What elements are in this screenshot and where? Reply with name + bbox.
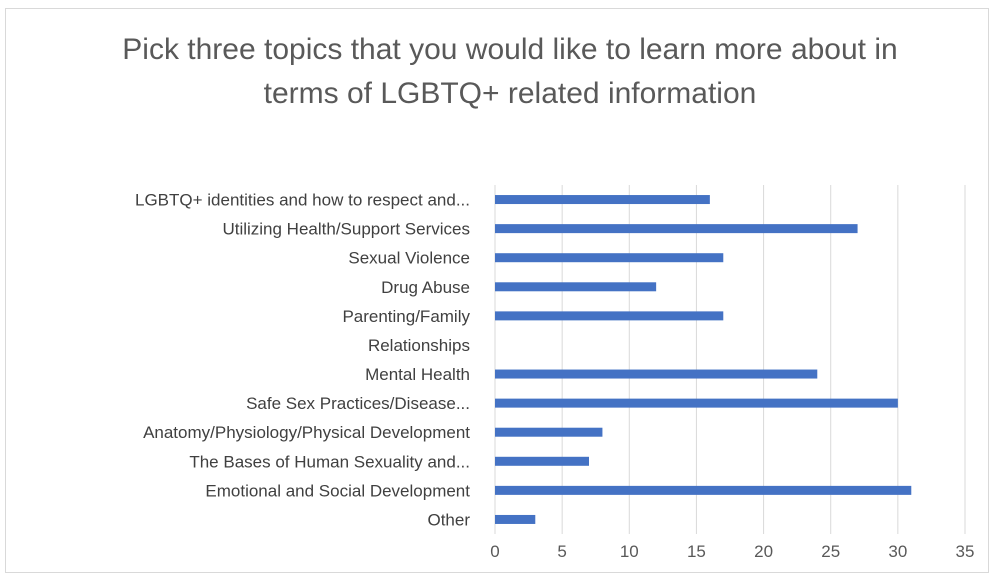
category-label: LGBTQ+ identities and how to respect and… (135, 191, 470, 210)
x-tick-label: 5 (557, 542, 566, 561)
category-label: Emotional and Social Development (205, 481, 470, 500)
bar (495, 398, 898, 408)
category-label: Other (427, 510, 470, 529)
bar (495, 369, 818, 379)
bar (495, 485, 912, 495)
x-tick-label: 0 (490, 542, 499, 561)
x-tick-label: 25 (821, 542, 840, 561)
gridlines (494, 185, 966, 534)
bar (495, 253, 724, 263)
chart-title: Pick three topics that you would like to… (122, 33, 898, 110)
x-tick-label: 30 (888, 542, 907, 561)
bar (495, 311, 724, 321)
category-label: Drug Abuse (381, 278, 470, 297)
category-label: Relationships (368, 336, 470, 355)
bar (495, 456, 589, 466)
bar (495, 282, 657, 292)
bars (495, 195, 912, 524)
category-label: Anatomy/Physiology/Physical Development (143, 423, 470, 442)
x-tick-label: 35 (956, 542, 975, 561)
bar (495, 224, 858, 234)
category-label: Mental Health (365, 365, 470, 384)
x-tick-labels: 0 5 10 15 20 25 30 35 (490, 542, 974, 561)
category-label: Safe Sex Practices/Disease... (246, 394, 470, 413)
x-tick-label: 15 (687, 542, 706, 561)
category-label: Utilizing Health/Support Services (222, 220, 470, 239)
bar (495, 427, 603, 437)
category-label: The Bases of Human Sexuality and... (189, 452, 470, 471)
category-labels: LGBTQ+ identities and how to respect and… (135, 191, 470, 530)
category-label: Parenting/Family (342, 307, 470, 326)
bar (495, 514, 536, 524)
x-tick-label: 20 (754, 542, 773, 561)
category-label: Sexual Violence (348, 249, 470, 268)
x-tick-label: 10 (620, 542, 639, 561)
bar (495, 195, 710, 205)
